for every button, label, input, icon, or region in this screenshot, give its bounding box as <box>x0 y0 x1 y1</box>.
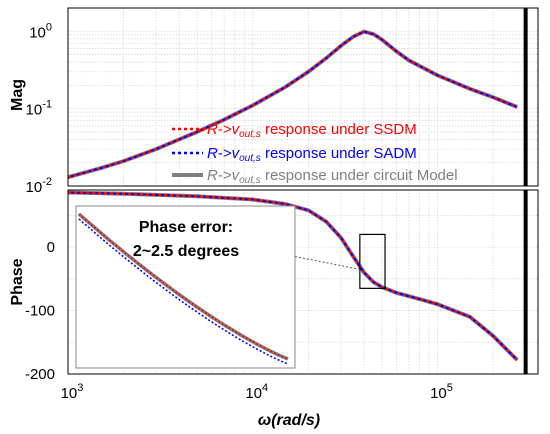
xtick-label: 103 <box>61 382 84 402</box>
mag-ytick-label: 10-1 <box>26 99 52 119</box>
legend-label: R->vout,s response under SADM <box>207 145 417 164</box>
mag-frame <box>67 7 539 187</box>
phase-ytick-label: 0 <box>47 239 55 256</box>
inset-annotation-line1: Phase error: <box>139 219 233 236</box>
xtick-label: 105 <box>430 382 453 402</box>
inset-sadm-line <box>78 218 289 365</box>
phase-ytick-label: -100 <box>25 303 55 320</box>
mag-ytick-label: 100 <box>29 21 52 41</box>
phase-ytick-label: -200 <box>25 366 55 383</box>
mag-ytick-label: 10-2 <box>26 176 52 196</box>
inset-ssdm-line <box>78 213 289 360</box>
mag-ylabel: Mag <box>9 79 26 111</box>
phase-series-1 <box>67 191 518 361</box>
inset-zoom: Phase error: 2~2.5 degrees <box>75 205 386 369</box>
inset-frame <box>75 205 296 369</box>
mag-series-lines <box>67 29 518 180</box>
zoom-box <box>359 233 386 289</box>
tick-labels: 10-2 10-1 100 0 -100 -200 103 104 105 <box>25 21 453 402</box>
xtick-label: 104 <box>245 382 268 402</box>
phase-frame <box>67 189 539 375</box>
legend-label: R->vout,s response under circuit Model <box>207 167 458 186</box>
inset-annotation-line2: 2~2.5 degrees <box>133 243 239 260</box>
mag-grid <box>67 7 538 187</box>
legend-label: R->vout,s response under SSDM <box>207 121 417 140</box>
legend: R->vout,s response under SSDM R->vout,s r… <box>172 121 458 186</box>
phase-series-0 <box>67 191 518 361</box>
phase-series-lines <box>67 190 519 362</box>
xlabel: ω(rad/s) <box>258 412 320 429</box>
mag-series-1 <box>67 30 518 179</box>
phase-ylabel: Phase <box>9 258 26 305</box>
axes-frames <box>67 7 539 375</box>
